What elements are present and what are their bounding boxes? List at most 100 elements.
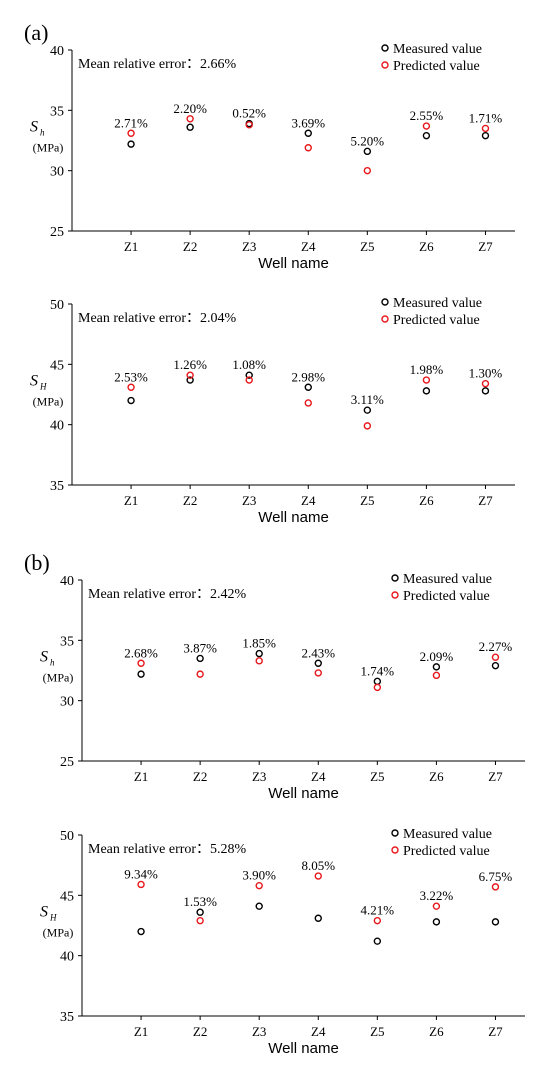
- relative-error-label: 0.52%: [232, 106, 266, 121]
- y-tick-label: 50: [60, 829, 74, 844]
- predicted-point: [373, 916, 382, 925]
- predicted-point: [481, 379, 490, 388]
- relative-error-label: 8.05%: [301, 858, 335, 873]
- legend-entry: Predicted value: [393, 313, 480, 328]
- measured-point: [304, 383, 312, 391]
- y-tick-label: 40: [50, 44, 64, 59]
- panel-label-a: (a): [24, 20, 48, 45]
- relative-error-label: 2.09%: [420, 649, 454, 664]
- x-tick-label: Z3: [252, 1024, 266, 1039]
- x-axis-title: Well name: [258, 255, 329, 272]
- legend-entry: Predicted value: [403, 844, 490, 859]
- y-axis-title: S: [40, 648, 48, 665]
- y-axis-title-subscript: H: [49, 912, 57, 922]
- panel-label-b: (b): [24, 550, 50, 575]
- legend-marker: [381, 44, 389, 52]
- measured-point: [481, 131, 490, 140]
- y-tick-label: 45: [60, 889, 74, 904]
- measured-point: [432, 663, 441, 671]
- relative-error-label: 1.71%: [469, 110, 503, 125]
- predicted-point: [432, 671, 441, 680]
- measured-point: [186, 376, 194, 384]
- measured-point: [127, 140, 135, 148]
- relative-error-label: 3.90%: [242, 868, 276, 883]
- relative-error-label: 1.85%: [242, 636, 276, 651]
- measured-point: [304, 129, 312, 137]
- legend-marker: [391, 591, 399, 599]
- x-tick-label: Z1: [124, 239, 138, 254]
- legend-entry: Measured value: [393, 42, 482, 57]
- relative-error-label: 1.98%: [410, 362, 444, 377]
- measured-point: [137, 670, 145, 678]
- relative-error-label: 1.53%: [183, 894, 217, 909]
- legend-entry: Predicted value: [393, 59, 480, 74]
- relative-error-label: 3.11%: [351, 392, 384, 407]
- relative-error-label: 2.27%: [479, 639, 513, 654]
- x-tick-label: Z4: [301, 493, 316, 508]
- x-tick-label: Z1: [134, 1024, 148, 1039]
- legend-entry: Measured value: [393, 296, 482, 311]
- relative-error-label: 3.69%: [291, 115, 325, 130]
- x-tick-label: Z3: [242, 493, 256, 508]
- predicted-point: [137, 659, 145, 667]
- legend-marker: [391, 829, 399, 837]
- legend-marker: [381, 315, 389, 323]
- measured-point: [422, 131, 431, 140]
- measured-point: [255, 649, 263, 658]
- y-axis-unit: (MPa): [33, 394, 64, 408]
- x-axis-title: Well name: [268, 1040, 339, 1057]
- relative-error-label: 1.74%: [361, 663, 395, 678]
- relative-error-label: 2.43%: [301, 645, 335, 660]
- relative-error-label: 2.98%: [291, 369, 325, 384]
- y-axis-title-subscript: h: [40, 127, 45, 137]
- measured-point: [245, 371, 253, 379]
- predicted-point: [363, 422, 372, 430]
- x-tick-label: Z5: [370, 769, 384, 784]
- measured-point: [196, 654, 204, 663]
- x-tick-label: Z6: [429, 769, 444, 784]
- x-tick-label: Z7: [488, 769, 503, 784]
- predicted-point: [245, 121, 253, 129]
- relative-error-label: 3.22%: [420, 888, 454, 903]
- relative-error-label: 1.08%: [232, 357, 266, 372]
- x-tick-label: Z6: [419, 239, 434, 254]
- mean-relative-error-label: Mean relative error：2.42%: [88, 587, 247, 602]
- relative-error-label: 3.87%: [183, 640, 217, 655]
- predicted-point: [255, 881, 263, 890]
- predicted-point: [196, 916, 204, 925]
- y-tick-label: 35: [60, 1010, 74, 1025]
- y-axis-title-subscript: h: [50, 657, 55, 667]
- x-tick-label: Z1: [134, 769, 148, 784]
- predicted-point: [127, 383, 135, 391]
- y-tick-label: 40: [60, 574, 74, 589]
- x-tick-label: Z2: [193, 769, 207, 784]
- x-tick-label: Z5: [370, 1024, 384, 1039]
- predicted-point: [304, 399, 312, 407]
- predicted-point: [432, 902, 441, 910]
- legend-marker: [381, 298, 389, 306]
- x-tick-label: Z6: [429, 1024, 444, 1039]
- relative-error-label: 2.71%: [114, 115, 148, 130]
- legend-marker: [391, 574, 399, 582]
- relative-error-label: 2.55%: [410, 108, 444, 123]
- x-axis-title: Well name: [268, 785, 339, 802]
- relative-error-label: 4.21%: [361, 903, 395, 918]
- predicted-point: [255, 657, 263, 665]
- measured-point: [186, 123, 194, 131]
- x-tick-label: Z2: [183, 493, 197, 508]
- x-tick-label: Z2: [183, 239, 197, 254]
- predicted-point: [491, 883, 500, 891]
- measured-point: [127, 396, 135, 405]
- relative-error-label: 5.20%: [351, 133, 385, 148]
- measured-point: [373, 937, 382, 945]
- x-tick-label: Z7: [488, 1024, 503, 1039]
- y-tick-label: 45: [50, 358, 64, 373]
- x-tick-label: Z5: [360, 239, 374, 254]
- measured-point: [481, 387, 490, 395]
- legend-entry: Measured value: [403, 827, 492, 842]
- measured-point: [137, 927, 145, 936]
- y-axis-title: S: [30, 118, 38, 135]
- relative-error-label: 2.53%: [114, 369, 148, 384]
- x-tick-label: Z6: [419, 493, 434, 508]
